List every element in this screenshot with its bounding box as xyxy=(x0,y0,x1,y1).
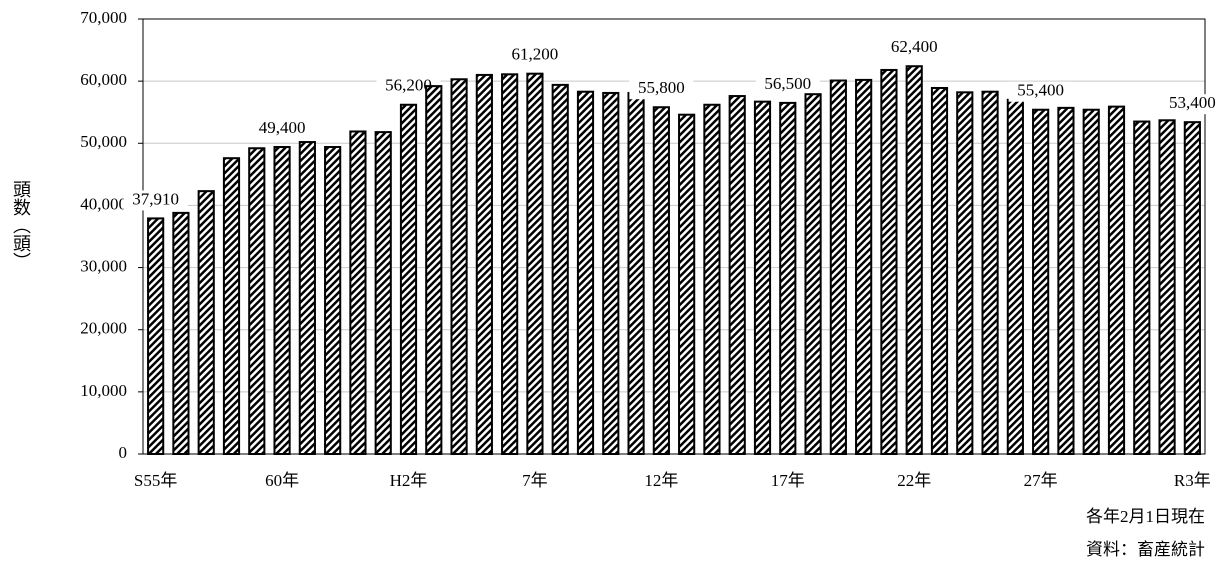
bar xyxy=(1082,108,1100,455)
bar xyxy=(324,146,342,455)
bar xyxy=(981,90,999,455)
y-tick-label: 0 xyxy=(119,443,128,462)
label-bg xyxy=(250,119,315,140)
bar xyxy=(1133,120,1151,456)
bar xyxy=(273,146,291,455)
bar xyxy=(222,157,241,455)
bar xyxy=(172,211,190,455)
y-tick-label: 40,000 xyxy=(80,194,127,213)
bar xyxy=(526,72,544,456)
y-tick-label: 70,000 xyxy=(80,8,127,27)
bar xyxy=(1006,98,1024,456)
label-bg xyxy=(502,45,567,66)
bar xyxy=(930,86,949,455)
x-tick-label: H2年 xyxy=(390,471,428,490)
note: 資料：畜産統計 xyxy=(1086,540,1205,559)
bar xyxy=(804,93,822,455)
y-tick-label: 30,000 xyxy=(80,256,127,275)
bar xyxy=(450,78,468,456)
y-tick-label: 20,000 xyxy=(80,319,127,338)
bar xyxy=(425,85,443,455)
bar xyxy=(349,130,367,455)
bar xyxy=(1057,106,1075,455)
label-bg xyxy=(629,79,694,100)
bar xyxy=(248,147,266,455)
bar xyxy=(576,90,595,455)
bar xyxy=(501,73,519,456)
bar xyxy=(678,113,696,455)
label-bg xyxy=(123,190,188,211)
bar xyxy=(399,103,418,455)
data-label: 55,400 xyxy=(1017,81,1064,100)
label-bg xyxy=(1160,94,1222,115)
label-bg xyxy=(882,38,947,59)
bar xyxy=(475,73,493,456)
x-tick-label: 22年 xyxy=(897,471,931,490)
bar xyxy=(905,65,923,455)
note: 各年2月1日現在 xyxy=(1086,507,1205,526)
bar xyxy=(298,141,316,456)
x-tick-label: 7年 xyxy=(522,471,548,490)
bar xyxy=(1183,121,1201,456)
bar xyxy=(880,68,898,455)
y-tick-label: 10,000 xyxy=(80,381,127,400)
bar xyxy=(1032,108,1050,455)
x-tick-label: S55年 xyxy=(134,471,177,490)
x-tick-label: 60年 xyxy=(265,471,299,490)
x-tick-label: 17年 xyxy=(771,471,805,490)
bar xyxy=(1107,105,1126,455)
x-tick-label: 12年 xyxy=(644,471,678,490)
bar xyxy=(829,79,847,456)
label-bg xyxy=(376,76,441,97)
bar xyxy=(147,217,165,455)
data-label: 56,500 xyxy=(764,74,811,93)
label-bg xyxy=(1008,81,1073,102)
y-tick-label: 60,000 xyxy=(80,70,127,89)
data-label: 53,400 xyxy=(1169,93,1216,112)
bar xyxy=(627,91,645,455)
bar xyxy=(1158,119,1176,456)
bar xyxy=(703,103,721,455)
bar xyxy=(374,131,392,455)
bar xyxy=(956,91,974,455)
x-tick-label: 27年 xyxy=(1024,471,1058,490)
plot-frame xyxy=(142,18,1206,455)
bar xyxy=(197,190,215,455)
label-bg xyxy=(755,74,820,95)
data-label: 49,400 xyxy=(259,118,306,137)
bar xyxy=(753,100,772,456)
bar xyxy=(728,95,746,456)
bar xyxy=(855,78,873,456)
bar xyxy=(551,83,569,455)
y-tick-label: 50,000 xyxy=(80,132,127,151)
data-label: 62,400 xyxy=(891,37,938,56)
data-label: 55,800 xyxy=(638,78,685,97)
data-label: 56,200 xyxy=(385,76,432,95)
bar xyxy=(652,106,670,455)
bar xyxy=(602,91,620,455)
y-axis-label: 頭数（頭） xyxy=(11,180,31,270)
data-label: 61,200 xyxy=(512,45,559,64)
data-label: 37,910 xyxy=(132,189,179,208)
bar xyxy=(779,101,797,456)
x-tick-label: R3年 xyxy=(1174,471,1211,490)
